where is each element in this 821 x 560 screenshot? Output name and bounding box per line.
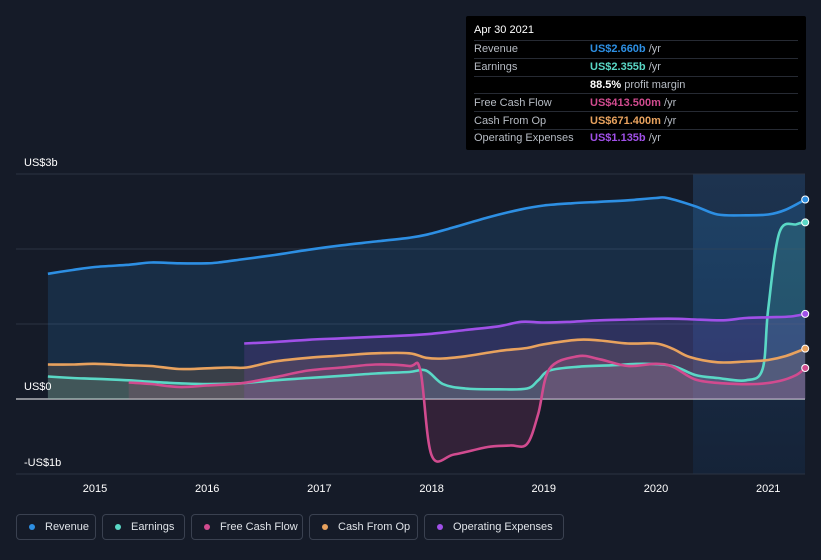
tooltip-row-value: US$413.500m /yr (590, 96, 677, 109)
earnings-end-point (801, 218, 810, 227)
tooltip-row: Free Cash Flow US$413.500m /yr (474, 93, 798, 111)
cash-from-op-line (47, 338, 806, 371)
x-tick-label: 2017 (307, 483, 331, 495)
y-tick-label-zero: US$0 (24, 381, 52, 393)
y-tick-label-top: US$3b (24, 157, 58, 169)
revenue-line (47, 195, 806, 276)
x-tick-label: 2019 (532, 483, 556, 495)
x-tick-label: 2021 (756, 483, 780, 495)
x-tick-label: 2015 (83, 483, 107, 495)
tooltip-row-label: Cash From Op (474, 114, 547, 127)
tooltip-row: Cash From Op US$671.400m /yr (474, 111, 798, 129)
free-cash-flow-end-point (801, 363, 810, 372)
legend-dot-icon (437, 524, 443, 530)
legend-label: Revenue (45, 521, 90, 533)
revenue-area (47, 197, 806, 399)
tooltip-row-value: 88.5% profit margin (590, 78, 686, 91)
legend-dot-icon (322, 524, 328, 530)
legend-label: Cash From Op (338, 521, 411, 533)
free-cash-flow-line (128, 354, 807, 463)
legend-label: Earnings (131, 521, 175, 533)
legend-dot-icon (29, 524, 35, 530)
earnings-line (47, 221, 806, 391)
legend-label: Operating Expenses (453, 521, 553, 533)
legend-item-revenue[interactable]: Revenue (16, 514, 96, 540)
legend-dot-icon (204, 524, 210, 530)
tooltip-row-label: Free Cash Flow (474, 96, 552, 109)
free-cash-flow-area (128, 355, 806, 462)
tooltip-row: Earnings US$2.355b /yr (474, 57, 798, 76)
tooltip-row: Revenue US$2.660b /yr (474, 40, 798, 58)
legend-item-free-cash-flow[interactable]: Free Cash Flow (191, 514, 303, 540)
legend-item-earnings[interactable]: Earnings (102, 514, 185, 540)
x-tick-label: 2018 (419, 483, 443, 495)
legend-item-operating-expenses[interactable]: Operating Expenses (424, 514, 564, 540)
legend-item-cash-from-op[interactable]: Cash From Op (309, 514, 418, 540)
tooltip-row-value: US$1.135b /yr (590, 132, 661, 145)
revenue-end-point (801, 195, 810, 204)
legend-label: Free Cash Flow (220, 521, 298, 533)
legend-dot-icon (115, 524, 121, 530)
operating-expenses-area (244, 313, 806, 399)
x-tick-label: 2020 (644, 483, 668, 495)
operating-expenses-line (244, 312, 806, 345)
tooltip-row-label: Revenue (474, 43, 519, 56)
tooltip-row: Operating Expenses US$1.135b /yr (474, 128, 798, 147)
cash-from-op-end-point (801, 344, 810, 353)
tooltip-row-value: US$2.660b /yr (590, 43, 661, 56)
tooltip-row-value: US$2.355b /yr (590, 61, 661, 74)
operating-expenses-end-point (801, 309, 810, 318)
tooltip-row-label: Operating Expenses (474, 132, 574, 145)
y-tick-label-bottom: -US$1b (24, 457, 61, 469)
tooltip-date: Apr 30 2021 (474, 24, 534, 36)
earnings-area (47, 222, 806, 399)
tooltip-row-value: US$671.400m /yr (590, 114, 677, 127)
tooltip: Apr 30 2021 Revenue US$2.660b /yr Earnings… (466, 16, 806, 150)
tooltip-row-label: Earnings (474, 61, 518, 74)
tooltip-row: 88.5% profit margin (474, 75, 798, 94)
x-tick-label: 2016 (195, 483, 219, 495)
